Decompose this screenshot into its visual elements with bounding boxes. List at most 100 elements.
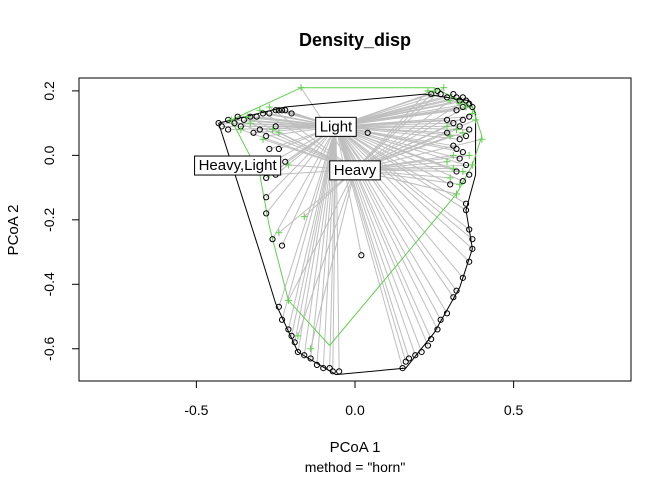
x-tick-label: 0.0 [345,402,365,418]
data-point [278,242,286,249]
data-point [459,274,466,281]
data-point [462,103,470,111]
y-tick-label: -0.4 [41,272,57,296]
centroid-label-text: Heavy,Light [199,157,278,174]
data-point [424,342,432,349]
data-point [263,194,270,201]
centroid-label-box [194,155,282,176]
data-point [263,210,270,217]
data-point [443,158,451,166]
data-point [456,100,464,108]
centroid-label-text: Heavy [334,162,377,179]
distance-segment [354,90,435,171]
distance-segment [354,103,460,171]
distance-segment [259,109,356,171]
data-point [275,129,283,137]
data-point [472,116,480,124]
distance-segment [335,126,470,263]
data-point [468,109,476,117]
data-point [284,296,292,304]
data-point [301,352,308,359]
data-point [272,123,279,130]
data-point [297,84,305,92]
data-point [437,316,444,323]
data-point [237,126,245,134]
distance-segment [354,90,429,171]
data-point [462,132,470,140]
data-point [430,87,438,95]
data-point [437,91,444,98]
data-point [469,245,476,252]
data-point [275,229,283,237]
data-point [282,107,289,114]
data-point [446,174,454,182]
data-point [240,116,248,124]
data-point [269,126,277,134]
data-point [466,258,473,265]
data-point [462,97,470,104]
data-point [449,164,457,172]
data-point [218,123,225,130]
chart-title: Density_disp [299,30,411,50]
subtitle: method = "horn" [305,459,406,475]
distance-segment [335,126,464,279]
data-point [231,120,238,127]
data-point [459,178,466,185]
data-point [449,151,457,159]
data-point [428,335,435,343]
centroid-labels-layer: Light Heavy,Light Heavy [194,116,381,181]
distance-segment [310,169,356,349]
data-point [300,213,308,221]
data-point [456,155,463,162]
data-point [266,110,273,117]
data-point [466,171,473,178]
distance-segment [354,100,451,171]
data-point [291,339,298,346]
data-point [294,348,301,356]
data-point [443,116,451,124]
data-point [462,207,470,214]
data-point [320,365,327,372]
data-point [412,352,419,359]
data-point [272,107,279,114]
data-point [256,126,263,133]
data-point [246,119,254,127]
y-axis-label: PCoA 2 [5,205,22,256]
data-point [478,135,486,143]
data-point [462,161,470,169]
distance-segment [335,125,473,250]
distance-segment [354,87,445,171]
data-point [466,113,473,120]
data-point [307,345,315,353]
data-point [453,190,461,198]
data-point [402,358,409,365]
data-point [326,365,333,372]
data-point [465,151,473,159]
distance-segment [335,125,470,230]
data-point [446,97,454,105]
data-point [399,365,406,372]
distance-segment [265,126,337,198]
data-point [336,368,343,375]
data-point [418,348,425,356]
data-point [443,122,451,130]
data-point [469,103,476,111]
data-point [358,252,365,259]
data-point [440,84,448,92]
distance-segment [294,126,337,343]
data-point [453,168,460,175]
data-point [405,355,413,362]
data-point [278,107,286,114]
data-point [453,145,460,153]
y-tick-label: 0.2 [41,81,57,101]
data-point [453,287,460,294]
data-point [275,303,282,310]
distance-segment [265,126,337,214]
data-point [234,113,241,120]
data-point [259,135,267,143]
distance-segment [335,126,448,314]
distance-segment [335,125,473,240]
distance-segment [272,126,337,240]
data-point [450,120,457,127]
data-point [459,167,467,175]
